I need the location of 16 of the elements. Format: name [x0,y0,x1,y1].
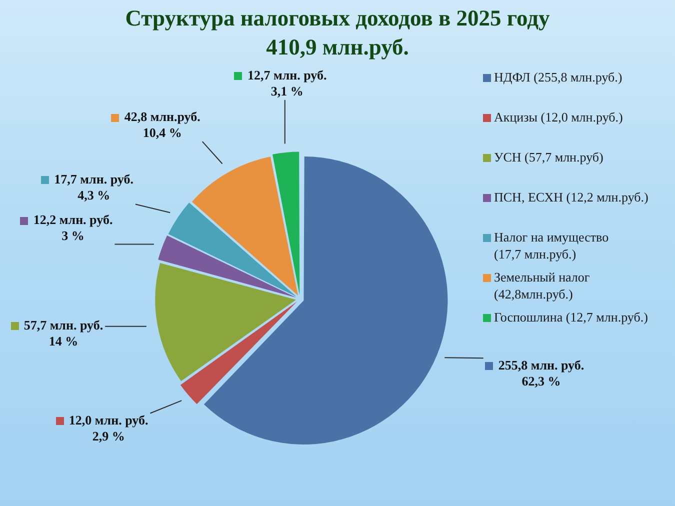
legend-label: Госпошлина (12,7 млн.руб.) [494,309,648,324]
chart-title: Структура налоговых доходов в 2025 году [125,5,551,30]
legend-label: Земельный налог (42,8млн.руб.) [494,269,590,302]
legend-label: Налог на имущество (17,7 млн.руб.) [494,229,609,262]
data-label: 57,7 млн. руб. 14 % [24,317,104,348]
legend-label: УСН (57,7 млн.руб) [494,149,604,164]
chart-subtitle: 410,9 млн.руб. [266,34,409,60]
data-label: 12,7 млн. руб. 3,1 % [247,67,327,98]
legend-label: Акцизы (12,0 млн.руб.) [494,109,623,124]
data-label: 12,2 млн. руб. 3 % [33,212,113,244]
legend-label: НДФЛ (255,8 млн.руб.) [494,69,622,84]
data-label: 12,0 млн. руб. 2,9 % [68,412,148,444]
legend-label: ПСН, ЕСХН (12,2 млн.руб.) [494,189,648,204]
data-label: 42,8 млн.руб. 10,4 % [124,108,200,140]
data-label: 255,8 млн. руб. 62,3 % [498,357,584,388]
data-label: 17,7 млн. руб. 4,3 % [54,172,134,203]
